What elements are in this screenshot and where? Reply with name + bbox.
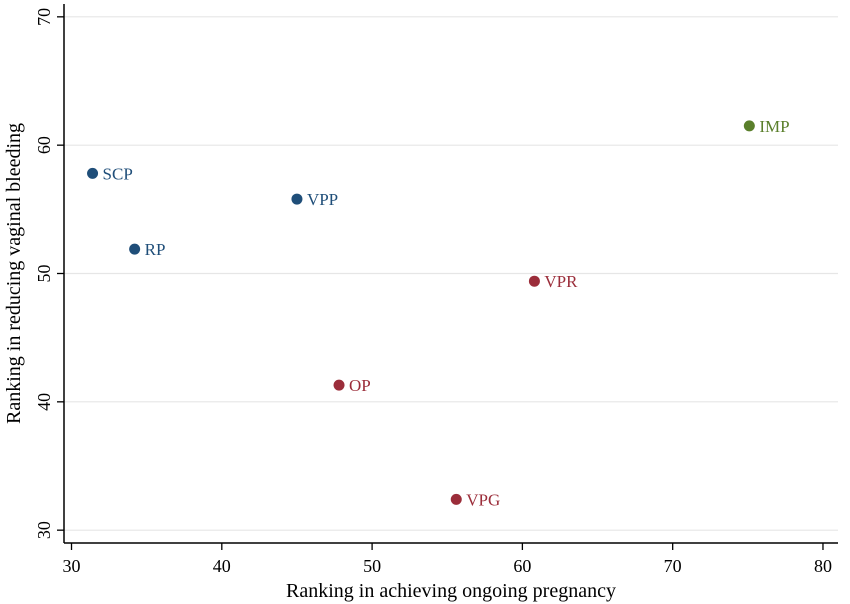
y-tick-label: 50 (34, 265, 54, 283)
x-tick-label: 70 (664, 556, 682, 576)
point-vpg (450, 493, 462, 505)
data-points: SCP RP VPP OP VPG VPR IMP (87, 117, 790, 509)
y-axis-title: Ranking in reducing vaginal bleeding (3, 123, 25, 424)
point-label-rp: RP (145, 240, 166, 259)
point-imp (743, 120, 755, 132)
x-ticks: 30 40 50 60 70 80 (63, 543, 832, 576)
x-tick-label: 80 (814, 556, 832, 576)
point-vpr (528, 275, 540, 287)
point-label-op: OP (349, 376, 371, 395)
point-op (333, 379, 345, 391)
x-tick-label: 40 (213, 556, 231, 576)
x-tick-label: 50 (363, 556, 381, 576)
y-tick-label: 60 (34, 136, 54, 154)
point-vpp (291, 193, 303, 205)
point-label-imp: IMP (759, 117, 789, 136)
point-rp (129, 243, 141, 255)
point-label-vpp: VPP (307, 190, 338, 209)
point-label-vpr: VPR (544, 272, 578, 291)
x-tick-label: 60 (513, 556, 531, 576)
point-scp (87, 167, 99, 179)
point-label-scp: SCP (103, 164, 133, 183)
grid-lines (64, 16, 838, 531)
x-axis-title: Ranking in achieving ongoing pregnancy (286, 580, 616, 602)
y-tick-label: 30 (34, 521, 54, 539)
point-label-vpg: VPG (466, 490, 500, 509)
y-ticks: 30 40 50 60 70 (34, 8, 64, 539)
y-tick-label: 70 (34, 8, 54, 26)
y-tick-label: 40 (34, 393, 54, 411)
x-tick-label: 30 (63, 556, 81, 576)
